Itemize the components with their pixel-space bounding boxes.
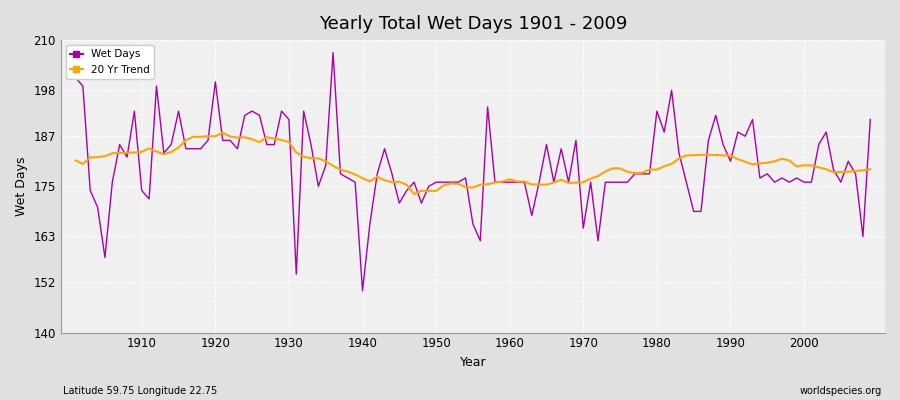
Text: Latitude 59.75 Longitude 22.75: Latitude 59.75 Longitude 22.75 [63,386,217,396]
Legend: Wet Days, 20 Yr Trend: Wet Days, 20 Yr Trend [66,45,154,79]
Y-axis label: Wet Days: Wet Days [15,156,28,216]
Title: Yearly Total Wet Days 1901 - 2009: Yearly Total Wet Days 1901 - 2009 [319,15,627,33]
X-axis label: Year: Year [460,356,486,369]
Text: worldspecies.org: worldspecies.org [800,386,882,396]
